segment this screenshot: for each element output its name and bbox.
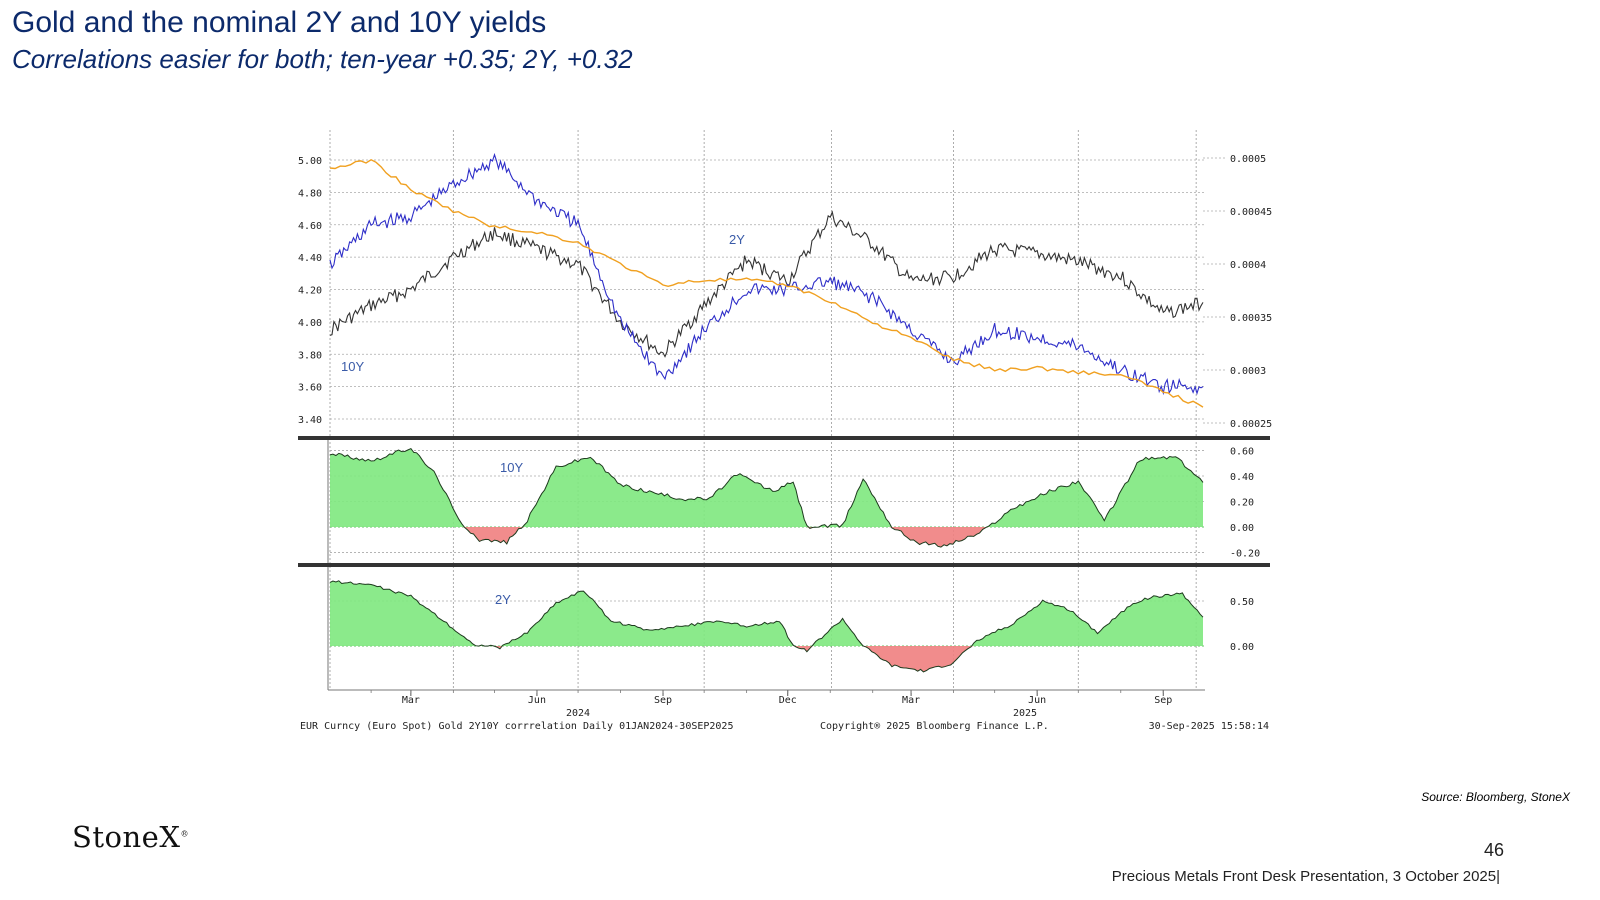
label-10y: 10Y bbox=[341, 359, 364, 374]
year-label: 2025 bbox=[1013, 708, 1037, 719]
right-tick-label: 0.00025 bbox=[1230, 419, 1272, 430]
right-tick-label: 0.00045 bbox=[1230, 207, 1272, 218]
chart-footer-left: EUR Curncy (Euro Spot) Gold 2Y10Y corrre… bbox=[300, 721, 733, 732]
left-tick-label: 4.60 bbox=[298, 221, 322, 232]
chart-footer-right: 30-Sep-2025 15:58:14 bbox=[1149, 721, 1269, 732]
x-tick-label: Dec bbox=[779, 695, 797, 706]
corr-10y-negative-area bbox=[330, 526, 1203, 548]
corr-2y-negative-area bbox=[330, 646, 1203, 672]
left-tick-label: 4.00 bbox=[298, 318, 322, 329]
left-tick-label: 5.00 bbox=[298, 156, 322, 167]
left-tick-label: 4.80 bbox=[298, 188, 322, 199]
series-line-right-axis bbox=[329, 158, 1204, 408]
panel-label-2y: 2Y bbox=[495, 592, 511, 607]
left-tick-label: 3.60 bbox=[298, 383, 322, 394]
x-tick-label: Mar bbox=[402, 695, 420, 706]
corr-10y-correlation-line bbox=[329, 447, 1204, 548]
left-tick-label: 3.80 bbox=[298, 350, 322, 361]
right-tick-label: 0.00 bbox=[1230, 642, 1254, 653]
x-tick-label: Jun bbox=[528, 695, 546, 706]
presentation-footer: Precious Metals Front Desk Presentation,… bbox=[1111, 868, 1500, 885]
x-tick-label: Jun bbox=[1028, 695, 1046, 706]
x-tick-label: Sep bbox=[654, 695, 672, 706]
slide-subtitle: Correlations easier for both; ten-year +… bbox=[12, 44, 633, 74]
corr-2y-positive-area bbox=[330, 580, 1203, 646]
chart-footer-center: Copyright® 2025 Bloomberg Finance L.P. bbox=[820, 721, 1049, 732]
panel-separator bbox=[298, 563, 1270, 567]
source-note: Source: Bloomberg, StoneX bbox=[1421, 790, 1570, 804]
x-tick-label: Sep bbox=[1154, 695, 1172, 706]
series-line-2Y bbox=[329, 152, 1204, 396]
right-tick-label: 0.40 bbox=[1230, 472, 1254, 483]
left-tick-label: 4.40 bbox=[298, 253, 322, 264]
left-tick-label: 4.20 bbox=[298, 286, 322, 297]
right-tick-label: 0.20 bbox=[1230, 498, 1254, 509]
corr-10y-positive-area bbox=[330, 448, 1203, 527]
year-label: 2024 bbox=[566, 708, 590, 719]
page-number: 46 bbox=[1483, 840, 1504, 860]
panel-label-10y: 10Y bbox=[500, 460, 523, 475]
right-tick-label: 0.0003 bbox=[1230, 366, 1266, 377]
left-tick-label: 3.40 bbox=[298, 415, 322, 426]
right-tick-label: 0.0005 bbox=[1230, 154, 1266, 165]
series-line-10Y bbox=[329, 210, 1204, 358]
right-tick-label: -0.20 bbox=[1230, 548, 1260, 559]
bloomberg-chart: 5.00 4.80 4.60 4.40 4.20 4.00 3.80 3.60 3.40 0.00… bbox=[298, 130, 1272, 732]
right-tick-label: 0.60 bbox=[1230, 447, 1254, 458]
slide-title: Gold and the nominal 2Y and 10Y yields bbox=[12, 6, 547, 39]
panel-separator bbox=[298, 436, 1270, 440]
right-tick-label: 0.0004 bbox=[1230, 260, 1266, 271]
right-tick-label: 0.00035 bbox=[1230, 313, 1272, 324]
corr-2y-correlation-line bbox=[329, 580, 1204, 673]
right-tick-label: 0.50 bbox=[1230, 597, 1254, 608]
stonex-logo: StoneX® bbox=[72, 820, 189, 854]
label-2y: 2Y bbox=[729, 232, 745, 247]
right-tick-label: 0.00 bbox=[1230, 523, 1254, 534]
x-tick-label: Mar bbox=[902, 695, 920, 706]
